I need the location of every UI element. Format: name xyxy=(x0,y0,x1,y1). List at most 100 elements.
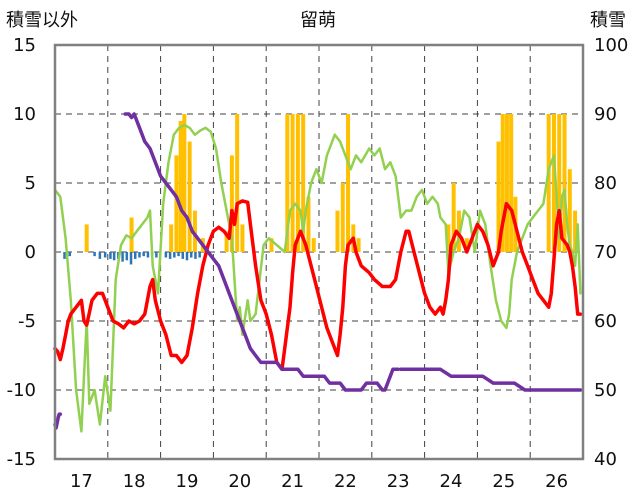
blue-bar xyxy=(125,252,129,261)
blue-bar xyxy=(63,252,66,259)
x-tick-label: 25 xyxy=(492,471,515,492)
precip-bar xyxy=(295,114,300,252)
right-tick-label: 60 xyxy=(594,311,617,332)
precip-bar xyxy=(562,114,567,252)
right-tick-labels: 100 90 80 70 60 50 40 xyxy=(594,35,628,470)
x-tick-label: 26 xyxy=(545,471,568,492)
precip-bar xyxy=(546,114,551,252)
left-tick-label: -5 xyxy=(18,311,36,332)
x-tick-labels: 17 18 19 20 21 22 23 24 25 26 xyxy=(70,471,568,492)
x-tick-label: 20 xyxy=(228,471,251,492)
precip-bar xyxy=(285,114,290,252)
precip-bar xyxy=(356,238,361,252)
precip-bar xyxy=(192,210,197,252)
precip-bar xyxy=(496,141,501,252)
snow-depth-line xyxy=(123,112,400,392)
right-tick-label: 50 xyxy=(594,380,617,401)
precip-bar xyxy=(174,155,179,252)
red-series-line xyxy=(53,199,583,372)
right-tick-label: 100 xyxy=(594,35,628,56)
precip-bar xyxy=(129,217,134,252)
precip-bar xyxy=(187,141,192,252)
x-tick-label: 17 xyxy=(70,471,93,492)
right-axis-label: 積雪 xyxy=(590,10,626,31)
green-series-line xyxy=(53,123,582,433)
precip-bar xyxy=(451,183,456,252)
x-tick-label: 22 xyxy=(334,471,357,492)
precip-bar xyxy=(169,224,174,252)
precip-bar xyxy=(306,196,311,252)
left-tick-label: -15 xyxy=(7,449,36,470)
x-tick-label: 21 xyxy=(281,471,304,492)
precip-bar xyxy=(224,231,229,252)
right-tick-label: 80 xyxy=(594,173,617,194)
right-tick-label: 90 xyxy=(594,104,617,125)
blue-bar xyxy=(68,252,72,257)
precip-bar xyxy=(335,210,340,252)
blue-bar xyxy=(164,252,168,258)
right-tick-label: 40 xyxy=(594,449,617,470)
blue-bar xyxy=(173,252,176,258)
blue-bar xyxy=(146,252,150,258)
blue-bar xyxy=(177,252,180,257)
left-tick-label: 5 xyxy=(25,173,36,194)
precip-bar xyxy=(311,238,316,252)
precip-bar xyxy=(551,114,556,252)
blue-bar xyxy=(155,252,158,258)
left-tick-labels: 15 10 5 0 -5 -10 -15 xyxy=(7,35,36,470)
x-tick-label: 18 xyxy=(123,471,146,492)
series-lines xyxy=(53,112,583,433)
precip-bars xyxy=(84,114,578,253)
x-tick-label: 23 xyxy=(387,471,410,492)
blue-bar xyxy=(194,252,197,259)
precip-bar xyxy=(182,114,187,252)
blue-bar xyxy=(129,252,133,265)
blue-bar xyxy=(181,252,185,259)
right-tick-label: 70 xyxy=(594,242,617,263)
precip-bar xyxy=(504,114,509,252)
x-tick-label: 24 xyxy=(440,471,463,492)
blue-bar xyxy=(189,252,193,258)
precip-bar xyxy=(229,155,234,252)
precip-bar xyxy=(464,238,469,252)
blue-bar xyxy=(103,252,107,258)
precip-bar xyxy=(500,114,505,252)
blue-bar xyxy=(109,252,112,259)
grid xyxy=(55,45,583,459)
left-axis-label: 積雪以外 xyxy=(6,10,78,31)
blue-bar xyxy=(142,252,145,257)
precip-bar xyxy=(290,114,295,252)
precip-bar xyxy=(240,224,245,252)
blue-bar xyxy=(134,252,137,259)
left-tick-label: 10 xyxy=(13,104,36,125)
left-tick-label: -10 xyxy=(7,380,36,401)
x-tick-label: 19 xyxy=(176,471,199,492)
left-tick-label: 0 xyxy=(25,242,36,263)
precip-bar xyxy=(573,210,578,252)
precip-bar xyxy=(346,114,351,252)
precip-bar xyxy=(567,169,572,252)
precip-bar xyxy=(84,224,89,252)
blue-bar xyxy=(98,252,102,259)
precip-bar xyxy=(301,114,306,252)
precip-bar xyxy=(557,114,562,252)
precip-bar xyxy=(269,238,274,252)
precip-bar xyxy=(456,210,461,252)
precip-bar xyxy=(178,120,183,253)
blue-bar xyxy=(185,252,189,261)
blue-bar xyxy=(121,252,124,262)
precip-bar xyxy=(446,224,451,252)
left-tick-label: 15 xyxy=(13,35,36,56)
blue-bar xyxy=(112,252,116,261)
blue-bar xyxy=(93,252,96,257)
snow-depth-line xyxy=(399,367,583,392)
plot-frame xyxy=(53,43,585,461)
blue-bar xyxy=(138,252,141,258)
precip-bar xyxy=(235,114,240,252)
blue-bar xyxy=(198,252,201,258)
precip-bar xyxy=(340,183,345,252)
chart-title: 留萌 xyxy=(300,10,336,31)
blue-bar xyxy=(168,252,172,259)
